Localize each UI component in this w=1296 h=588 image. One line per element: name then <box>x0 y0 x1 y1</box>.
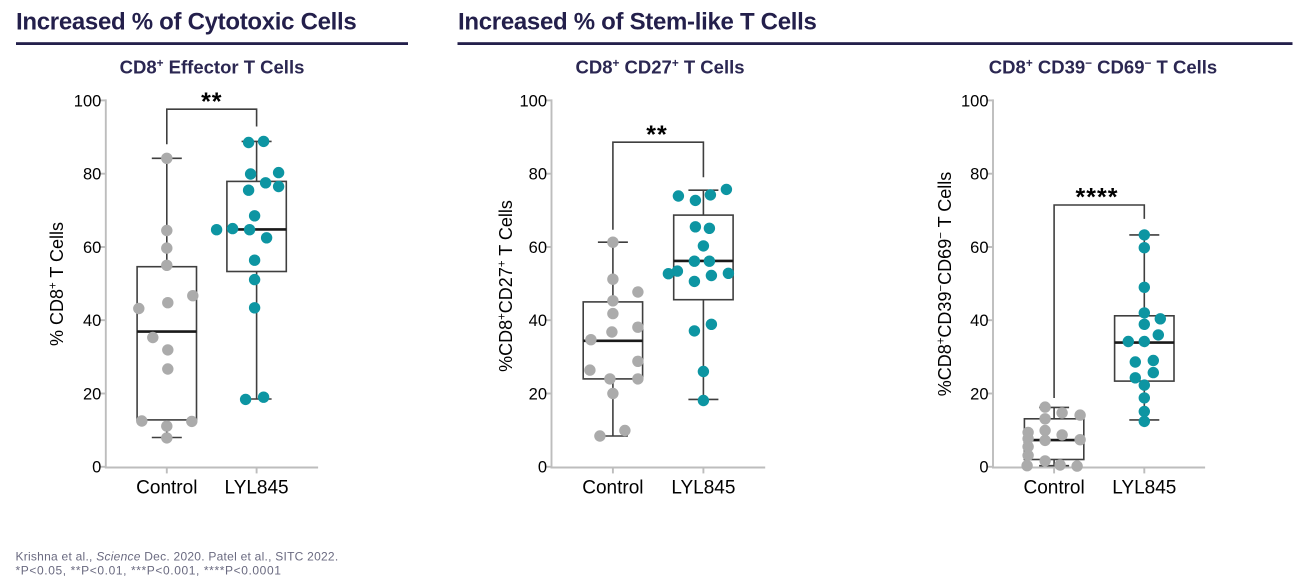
svg-text:LYL845: LYL845 <box>1112 478 1176 499</box>
svg-text:%CD8+CD39−CD69− T Cells: %CD8+CD39−CD69− T Cells <box>935 172 955 397</box>
svg-text:% CD8+ T Cells: % CD8+ T Cells <box>47 222 67 346</box>
svg-text:*P<0.05, **P<0.01, ***P<0.001,: *P<0.05, **P<0.01, ***P<0.001, ****P<0.0… <box>16 564 282 578</box>
svg-text:Increased % of Stem-like T Cel: Increased % of Stem-like T Cells <box>458 9 817 36</box>
svg-text:100: 100 <box>74 92 102 110</box>
svg-text:**: ** <box>201 88 222 116</box>
svg-text:80: 80 <box>529 166 547 184</box>
svg-text:Krishna et al., Science Dec. 2: Krishna et al., Science Dec. 2020. Patel… <box>16 550 339 564</box>
svg-text:100: 100 <box>519 92 547 110</box>
svg-text:CD8+ CD39− CD69− T Cells: CD8+ CD39− CD69− T Cells <box>989 56 1217 78</box>
svg-text:**: ** <box>646 121 667 149</box>
svg-text:40: 40 <box>970 312 988 330</box>
svg-text:60: 60 <box>970 239 988 257</box>
svg-text:20: 20 <box>529 385 547 403</box>
svg-text:****: **** <box>1076 184 1119 212</box>
svg-text:0: 0 <box>538 459 547 477</box>
svg-text:LYL845: LYL845 <box>225 478 289 499</box>
svg-text:0: 0 <box>979 459 988 477</box>
svg-text:LYL845: LYL845 <box>671 478 735 499</box>
svg-text:60: 60 <box>529 239 547 257</box>
svg-text:Increased % of Cytotoxic Cells: Increased % of Cytotoxic Cells <box>16 9 356 36</box>
svg-text:40: 40 <box>83 312 101 330</box>
svg-text:20: 20 <box>83 385 101 403</box>
svg-text:0: 0 <box>92 459 101 477</box>
svg-text:20: 20 <box>970 385 988 403</box>
svg-text:Control: Control <box>582 478 643 499</box>
svg-text:80: 80 <box>83 166 101 184</box>
svg-text:40: 40 <box>529 312 547 330</box>
svg-text:60: 60 <box>83 239 101 257</box>
svg-text:Control: Control <box>136 478 197 499</box>
svg-text:%CD8+CD27+ T Cells: %CD8+CD27+ T Cells <box>496 200 516 372</box>
svg-text:100: 100 <box>961 92 989 110</box>
svg-text:CD8+ CD27+ T Cells: CD8+ CD27+ T Cells <box>575 56 744 78</box>
svg-text:Control: Control <box>1023 478 1084 499</box>
svg-text:80: 80 <box>970 166 988 184</box>
svg-text:CD8+ Effector T Cells: CD8+ Effector T Cells <box>120 56 305 78</box>
